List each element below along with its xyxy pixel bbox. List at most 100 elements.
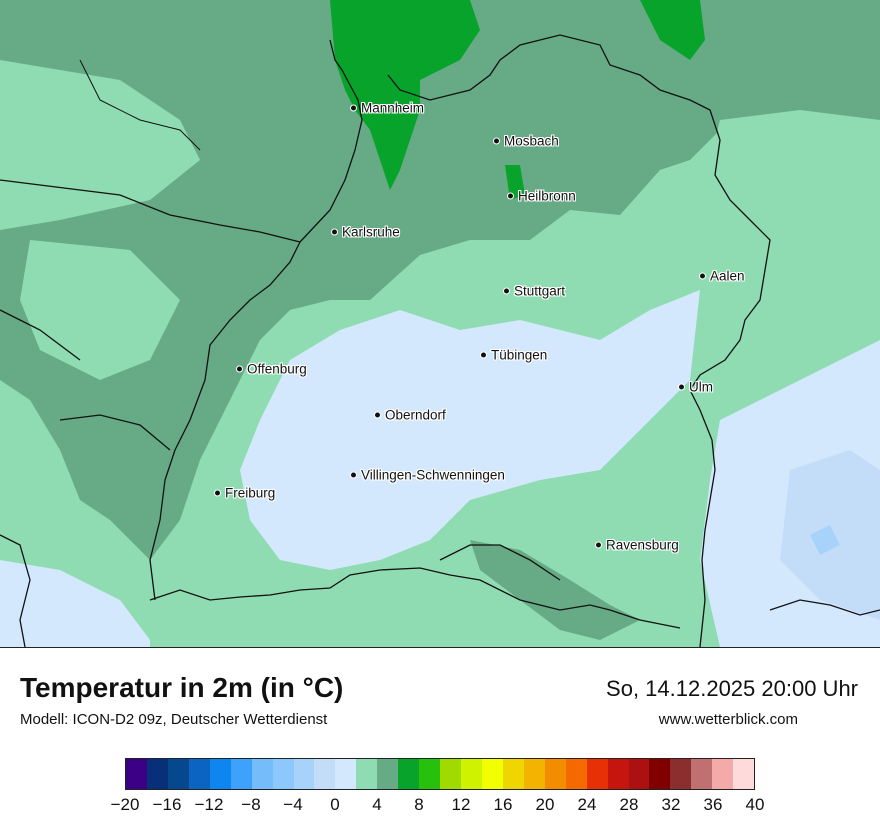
legend-tick-label: 24 (577, 795, 597, 814)
border-line-5 (149, 567, 681, 629)
city-dot (350, 104, 357, 112)
legend-tick-label: 4 (372, 795, 382, 814)
legend-tick-label: 32 (661, 795, 681, 814)
city-dot (507, 192, 514, 200)
city-label: Mosbach (504, 133, 559, 149)
legend-swatch (167, 759, 189, 789)
map-region-bright-green-2 (640, 0, 705, 60)
city-tuebingen: Tübingen (480, 348, 547, 363)
map-region-warm-green-1 (0, 60, 200, 230)
legend-tick-label: −16 (152, 795, 182, 814)
city-ravensburg: Ravensburg (595, 538, 679, 553)
legend-swatch (398, 759, 420, 789)
city-label: Offenburg (247, 361, 307, 377)
legend-swatch (126, 759, 147, 789)
legend-swatch (628, 759, 650, 789)
city-dot (331, 228, 338, 236)
legend-swatch (314, 759, 336, 789)
city-dot (350, 471, 357, 479)
legend-tick-label: −12 (194, 795, 224, 814)
legend-swatch (649, 759, 671, 789)
legend-tick-label: 40 (745, 795, 765, 814)
city-heilbronn: Heilbronn (507, 189, 576, 204)
legend-swatch (481, 759, 503, 789)
legend-tick-label: 0 (330, 795, 340, 814)
border-line-3 (299, 39, 363, 243)
border-line-4 (387, 34, 771, 647)
legend-swatch (293, 759, 315, 789)
map-region-mid-green (0, 0, 880, 560)
city-label: Mannheim (361, 100, 425, 116)
city-dot (480, 351, 487, 359)
map-region-bright-green (330, 0, 480, 190)
legend-swatch (356, 759, 378, 789)
city-label: Heilbronn (518, 188, 576, 204)
city-dot (236, 365, 243, 373)
city-dot (493, 137, 500, 145)
legend-swatch (251, 759, 273, 789)
map-layer (0, 0, 880, 647)
border-line-7 (59, 414, 171, 451)
city-villingen-schwenningen: Villingen-Schwenningen (350, 468, 505, 483)
legend-swatch (146, 759, 168, 789)
city-label: Stuttgart (514, 283, 566, 299)
city-stuttgart: Stuttgart (503, 284, 565, 299)
legend-swatch (733, 759, 755, 789)
legend-swatch (440, 759, 461, 789)
map-region-blue-spot (810, 525, 840, 555)
legend-swatch (335, 759, 357, 789)
city-label: Tübingen (491, 347, 548, 363)
border-line-8 (0, 534, 31, 647)
city-oberndorf: Oberndorf (374, 408, 446, 423)
city-dot (595, 541, 602, 549)
city-label: Oberndorf (385, 407, 446, 423)
city-dot (503, 287, 510, 295)
forecast-datetime: So, 14.12.2025 20:00 Uhr (606, 676, 858, 701)
map-title: Temperatur in 2m (in °C) (20, 672, 344, 703)
legend-tick-label: 36 (703, 795, 723, 814)
city-ulm: Ulm (678, 380, 713, 395)
map-region-pale-blue-sw (0, 560, 150, 647)
legend-tick-label: −20 (110, 795, 140, 814)
city-dot (214, 489, 221, 497)
city-label: Freiburg (225, 485, 276, 501)
city-mannheim: Mannheim (350, 101, 424, 116)
city-label: Villingen-Schwenningen (361, 467, 505, 483)
map-region-bright-green-3 (505, 165, 525, 200)
legend-tick-label: 20 (535, 795, 555, 814)
city-label: Ravensburg (606, 537, 679, 553)
border-line-11 (79, 59, 201, 151)
city-dot (678, 383, 685, 391)
legend-swatch (209, 759, 231, 789)
map-region-south-green (470, 540, 640, 640)
legend-swatch (272, 759, 294, 789)
legend-tick-label: 8 (414, 795, 424, 814)
border-line-10 (439, 544, 561, 581)
map-region-warm-green-3 (700, 110, 880, 360)
city-label: Aalen (710, 268, 745, 284)
boundary-lines (0, 34, 880, 647)
city-label: Ulm (689, 379, 713, 395)
model-source: Modell: ICON-D2 09z, Deutscher Wetterdie… (20, 711, 328, 728)
legend-swatch (712, 759, 734, 789)
city-dot (699, 272, 706, 280)
legend-tick-label: 16 (493, 795, 513, 814)
legend-swatch (377, 759, 399, 789)
border-line-2 (149, 241, 301, 601)
city-label: Karlsruhe (342, 224, 400, 240)
legend-swatch (565, 759, 587, 789)
legend-swatch (188, 759, 210, 789)
legend-swatch (670, 759, 692, 789)
border-line-6 (0, 309, 81, 361)
city-offenburg: Offenburg (236, 362, 307, 377)
legend-swatch (523, 759, 545, 789)
legend-tick-label: 12 (451, 795, 471, 814)
map-footer: Temperatur in 2m (in °C) Modell: ICON-D2… (0, 648, 880, 830)
legend-tick-label: 28 (619, 795, 639, 814)
legend-swatch (544, 759, 566, 789)
border-line-1 (0, 179, 301, 243)
website-link[interactable]: www.wetterblick.com (658, 711, 798, 728)
legend-tick-label: −8 (241, 795, 261, 814)
legend-swatch (586, 759, 608, 789)
temperature-map: Mannheim Mosbach Heilbronn Karlsruhe Aal… (0, 0, 880, 648)
